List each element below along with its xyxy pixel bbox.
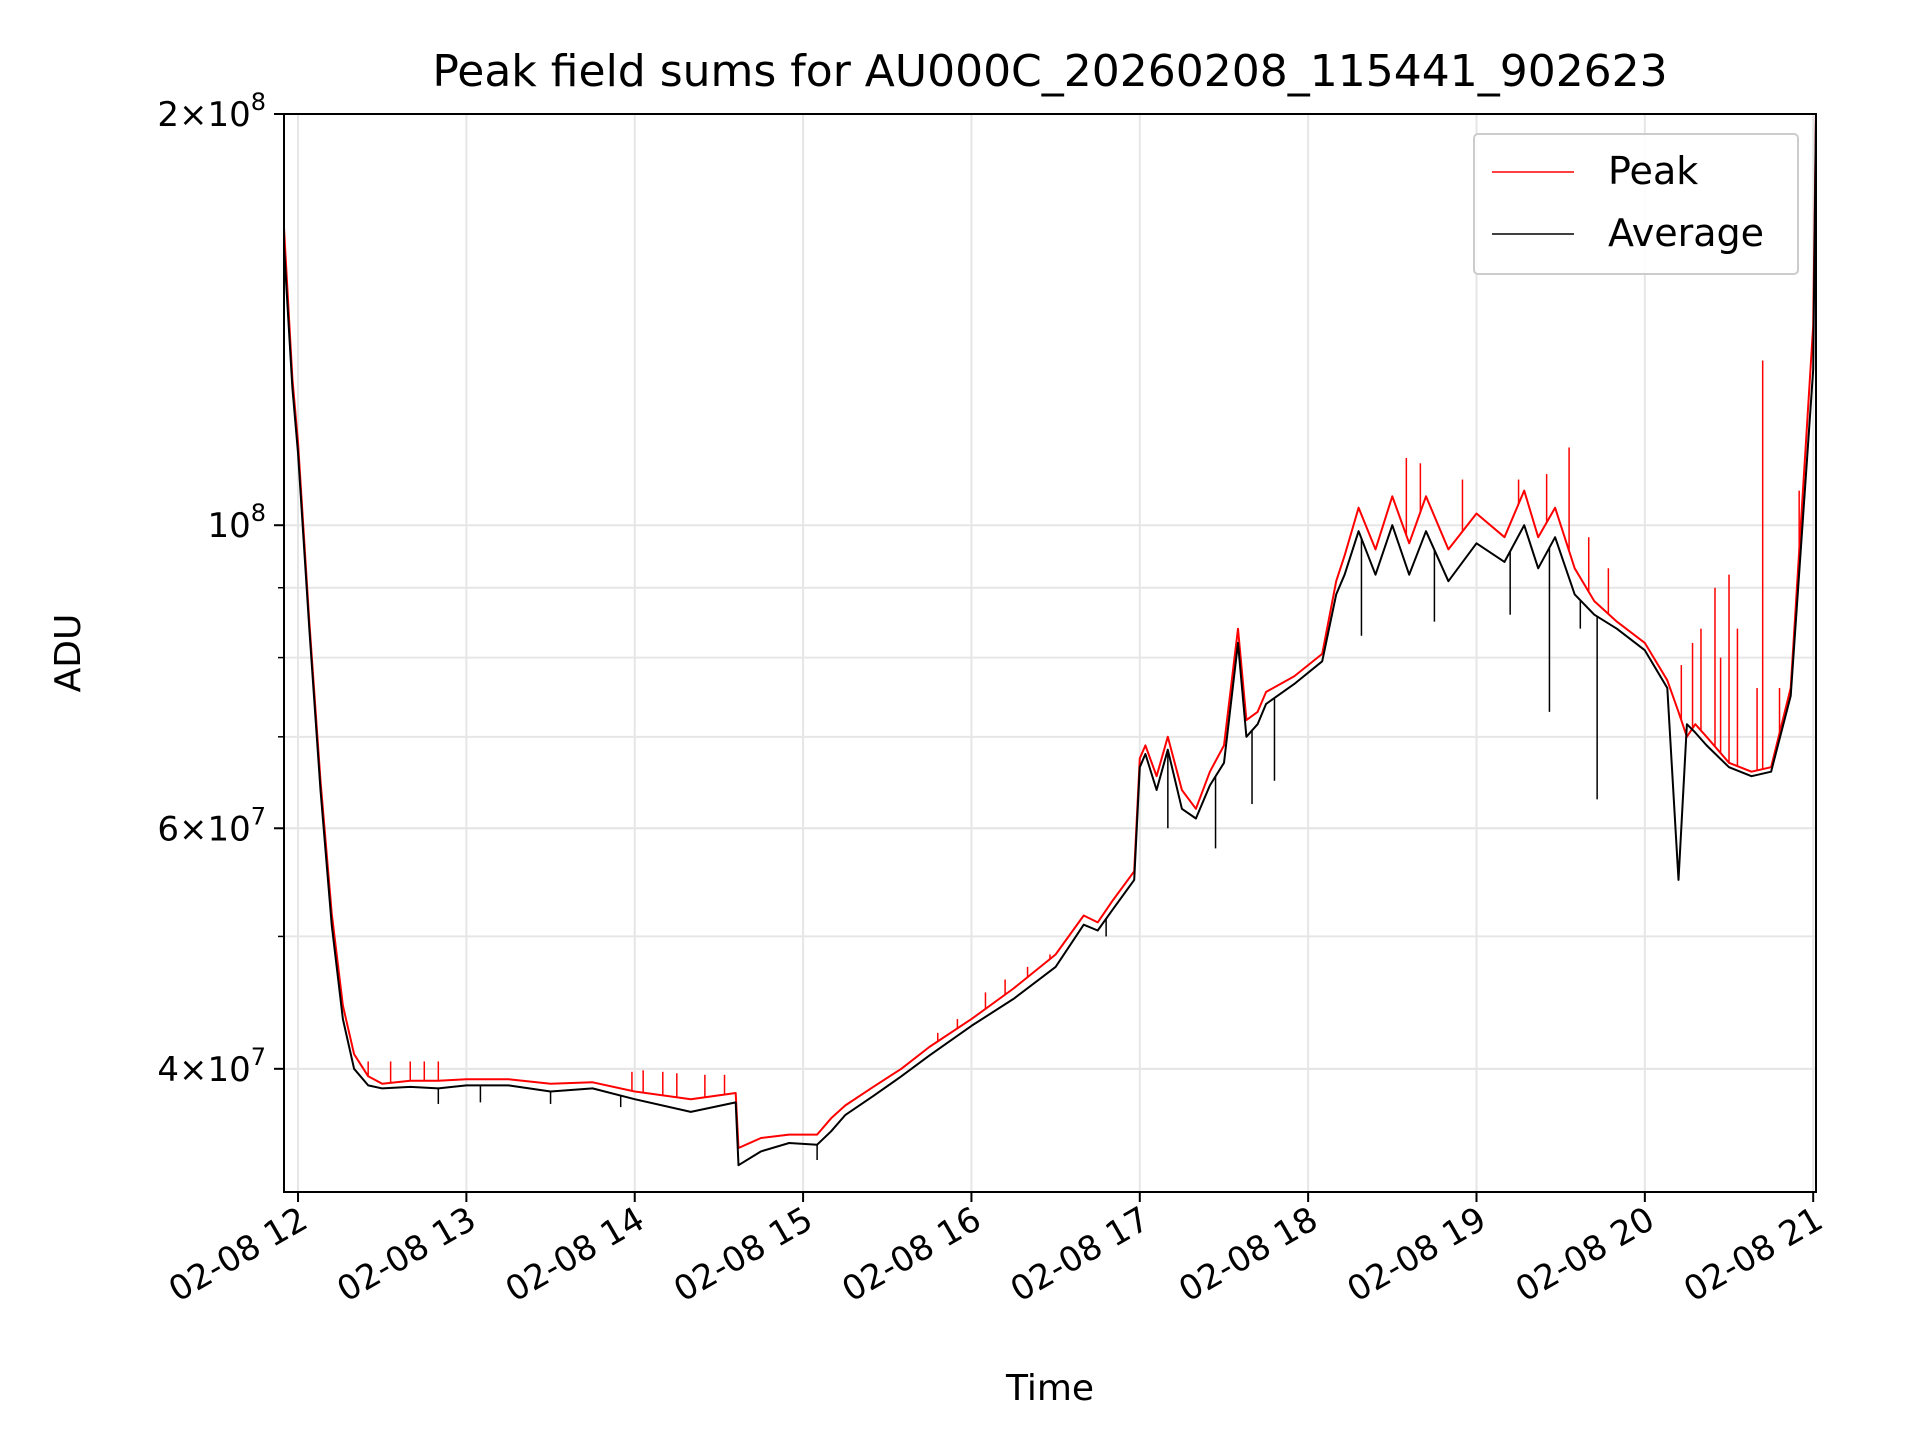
legend-label-peak: Peak — [1608, 149, 1698, 193]
series-line-peak — [283, 113, 1817, 1149]
y-tick-label: 108 — [207, 499, 266, 546]
chart-title: Peak field sums for AU000C_20260208_1154… — [432, 46, 1667, 97]
legend-box — [1473, 133, 1799, 275]
x-axis-label: Time — [1005, 1368, 1094, 1409]
legend-label-average: Average — [1608, 211, 1764, 255]
y-tick-label: 6×107 — [157, 802, 266, 849]
y-tick-label: 4×107 — [157, 1043, 266, 1090]
legend: Peak Average — [1473, 133, 1799, 275]
y-axis: 4×107 6×107 108 2×108 — [157, 88, 284, 1090]
plot-series — [283, 113, 1817, 1167]
plot-frame — [283, 113, 1817, 1193]
y-tick-label: 2×108 — [157, 88, 266, 135]
y-axis-label: ADU — [48, 614, 89, 693]
